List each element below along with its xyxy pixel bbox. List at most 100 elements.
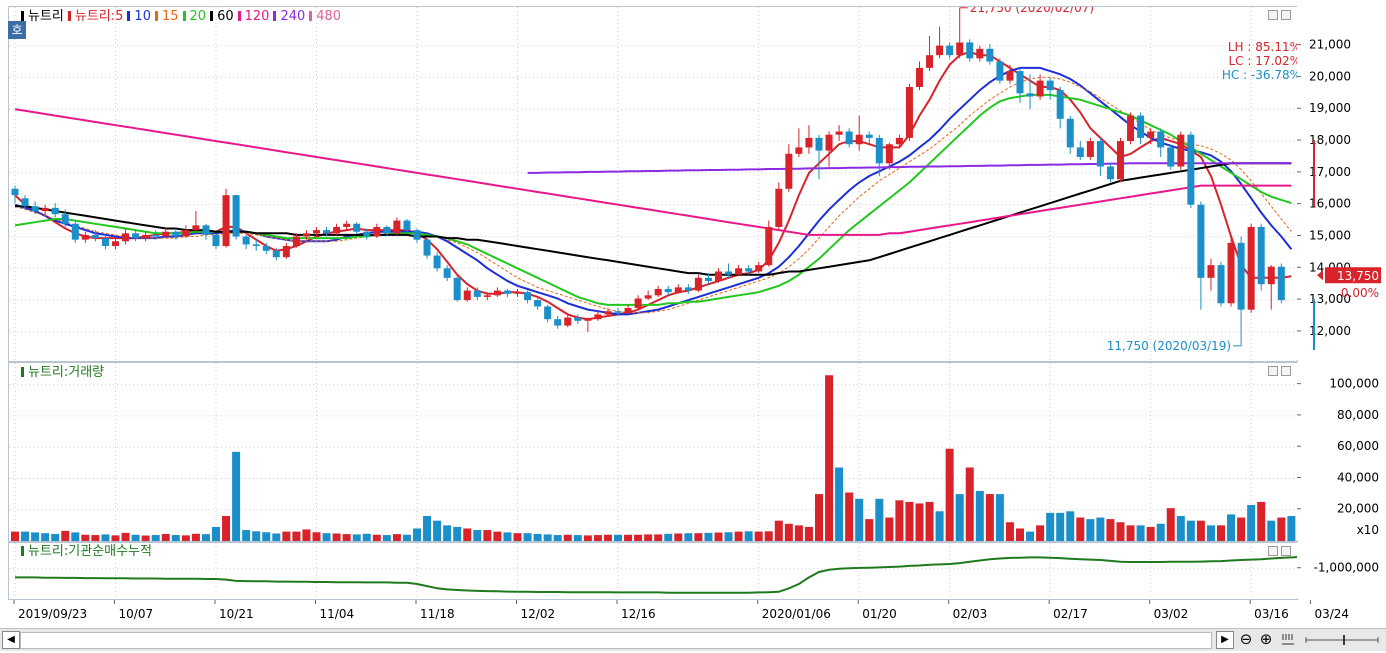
legend-item-0[interactable]: 뉴트리 — [28, 9, 64, 24]
pane-close-button[interactable] — [1281, 10, 1291, 20]
candle — [423, 238, 431, 259]
bar-spacing-icon[interactable] — [1280, 631, 1296, 647]
volume-bar — [915, 503, 924, 541]
date-label: 10/21 — [219, 607, 254, 621]
zoom-out-icon[interactable]: ⊖ — [1239, 630, 1253, 648]
volume-bar — [382, 535, 391, 541]
candle-body — [1157, 131, 1165, 148]
candle — [443, 265, 451, 282]
scrollbar[interactable]: ◀ ▶ ⊖ ⊕ — [0, 628, 1386, 651]
legend-item-2[interactable]: 10 — [134, 9, 151, 24]
volume-bar — [342, 534, 351, 541]
candle-body — [212, 234, 220, 247]
price-axis-svg: 12,00013,00014,00015,00016,00017,00018,0… — [1297, 38, 1381, 350]
candle-body — [926, 55, 934, 68]
volume-bar — [1196, 520, 1205, 541]
candle-body — [112, 241, 119, 247]
last-price-arrow — [1317, 270, 1323, 281]
volume-bar — [513, 533, 522, 541]
volume-bar — [302, 529, 311, 541]
pane-minimize-button[interactable] — [1268, 10, 1278, 20]
candle-body — [956, 42, 964, 56]
volume-bar — [463, 528, 472, 541]
institution-axis-svg: -1,000,000 — [1297, 561, 1379, 575]
volume-bar — [181, 535, 190, 541]
volume-bar — [985, 494, 994, 541]
legend-item-4[interactable]: 20 — [189, 9, 207, 24]
volume-chart — [9, 363, 1297, 541]
candle — [624, 304, 632, 315]
candle-body — [443, 268, 451, 278]
candle — [1066, 115, 1074, 154]
scroll-left-button[interactable]: ◀ — [2, 631, 20, 649]
candle-body — [383, 226, 391, 234]
candle — [674, 284, 682, 294]
candle-body — [71, 223, 79, 240]
volume-axis: 20,000 40,000 60,000 80,000 100,000 x10 — [1297, 362, 1383, 540]
volume-bar — [614, 534, 622, 541]
legend-marker — [67, 11, 71, 21]
volume-bar — [624, 534, 633, 541]
candle — [694, 274, 702, 293]
candle — [1157, 128, 1165, 157]
candle — [1217, 261, 1225, 307]
candle — [755, 261, 763, 274]
candle — [996, 58, 1004, 84]
candle-body — [413, 230, 421, 240]
volume-bar — [252, 531, 261, 541]
legend-item-3[interactable]: 15 — [161, 9, 179, 24]
legend-item-7[interactable]: 240 — [280, 9, 306, 24]
candle — [514, 288, 521, 297]
pane-minimize-button[interactable] — [1268, 366, 1278, 376]
volume-bar — [573, 535, 582, 541]
price-pane[interactable]: 21,750 (2020/02/07) 11,750 (2020/03/19) LH… — [8, 6, 1298, 362]
legend-item-6[interactable]: 120 — [244, 9, 270, 24]
candle-body — [1217, 265, 1225, 304]
volume-bar — [744, 531, 753, 541]
candle-body — [725, 271, 733, 275]
ma-60-line — [15, 162, 1292, 276]
ho-button[interactable]: 호 — [8, 21, 26, 39]
volume-bar — [955, 494, 964, 541]
candle — [534, 298, 542, 310]
candle-body — [966, 42, 974, 59]
candles — [11, 21, 1285, 340]
date-label: 03/24 — [1314, 607, 1349, 621]
volume-bar — [101, 534, 110, 541]
institution-legend-label: 뉴트리:기관순매수누적 — [28, 544, 152, 559]
candle-body — [1147, 131, 1155, 138]
candle — [353, 222, 361, 234]
pane-minimize-button[interactable] — [1268, 546, 1278, 556]
legend-item-8[interactable]: 480 — [316, 9, 342, 24]
candle — [745, 265, 753, 275]
candle-body — [895, 137, 903, 145]
zoom-slider[interactable] — [1304, 633, 1380, 647]
candle-body — [1026, 93, 1034, 97]
candle — [825, 131, 833, 167]
volume-bar — [784, 523, 793, 541]
pane-close-button[interactable] — [1281, 366, 1291, 376]
candle — [313, 226, 320, 237]
candle — [644, 290, 652, 301]
candle — [1076, 141, 1084, 161]
volume-bar — [222, 515, 231, 541]
scroll-track[interactable] — [20, 632, 1212, 649]
candle-body — [1096, 141, 1104, 167]
candle-body — [524, 292, 532, 301]
institution-pane[interactable]: 뉴트리:기관순매수누적 — [8, 542, 1298, 600]
candle — [212, 233, 220, 250]
candle — [21, 195, 29, 210]
lc-stat: LC : 17.02% — [1229, 54, 1298, 68]
pane-close-button[interactable] — [1281, 546, 1291, 556]
candle — [242, 234, 250, 250]
volume-pane[interactable]: 뉴트리:거래량 — [8, 362, 1298, 542]
price-grid — [9, 7, 1297, 361]
legend-item-1[interactable]: 뉴트리:5 — [74, 9, 124, 24]
volume-bar — [724, 532, 733, 541]
price-tick-label: 18,000 — [1309, 133, 1351, 147]
volume-bar — [1237, 517, 1246, 541]
scroll-right-button[interactable]: ▶ — [1216, 631, 1234, 649]
zoom-in-icon[interactable]: ⊕ — [1259, 630, 1273, 648]
candle-body — [634, 298, 642, 309]
legend-item-5[interactable]: 60 — [217, 9, 234, 24]
